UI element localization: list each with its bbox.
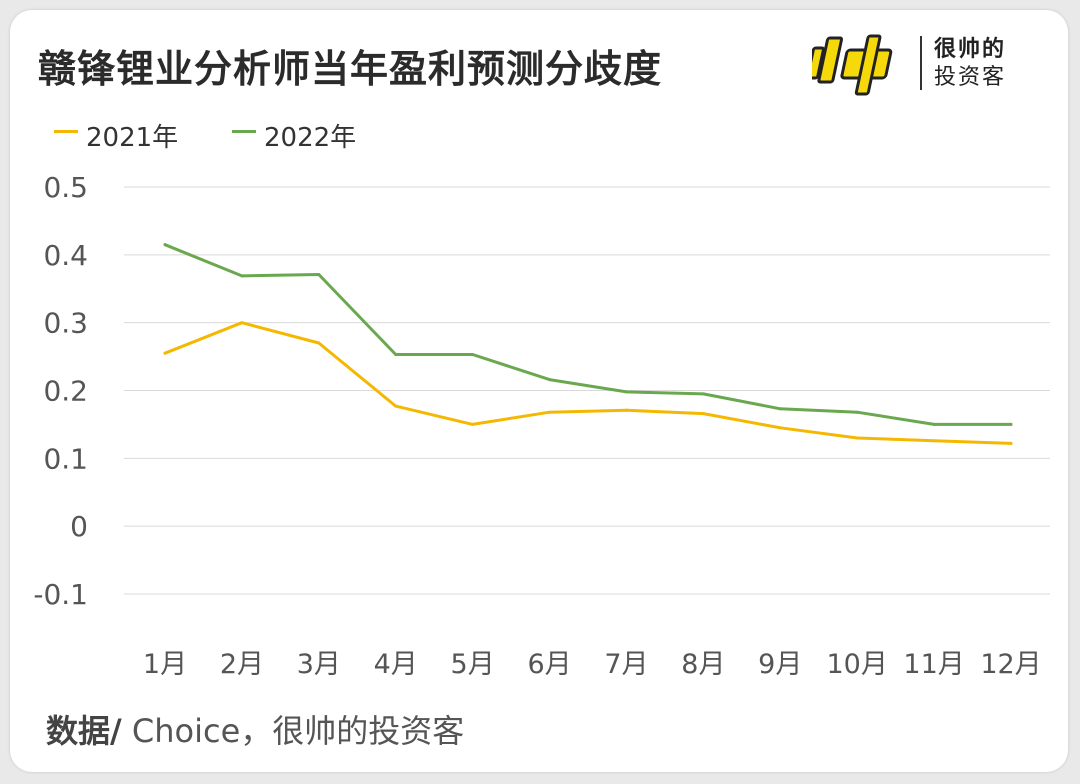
y-tick-label: 0.5 [43,171,88,204]
data-point [778,426,782,430]
data-point [548,378,552,382]
x-tick-label: 2月 [220,649,264,680]
x-tick-label: 9月 [758,649,802,680]
brand-logo: 很帅的 投资客 [806,28,1042,100]
shuai-logo-icon [806,34,893,96]
data-point [932,439,936,443]
x-tick-label: 12月 [980,649,1041,680]
data-point [778,407,782,411]
x-tick-label: 11月 [903,649,964,680]
data-point [855,436,859,440]
x-tick-label: 7月 [604,649,648,680]
legend-label-2021: 2021年 [86,123,179,153]
source-label: 数据/ [46,712,122,750]
data-point [624,408,628,412]
x-tick-label: 5月 [451,649,495,680]
data-point [471,353,475,357]
data-point [394,353,398,357]
x-tick-label: 4月 [374,649,418,680]
data-point [624,390,628,394]
logo-line-1: 很帅的 [934,37,1007,62]
legend-swatch-2021 [54,130,78,133]
y-tick-label: 0.4 [43,239,88,272]
line-chart: 0.5 0.4 0.3 0.2 0.1 0 -0.1 1月 2月 3月 4月 5月 6月 7月 8月 9月 10… [33,171,1050,680]
legend-label-2022: 2022年 [264,123,357,153]
data-point [163,351,167,355]
x-tick-label: 1月 [143,649,187,680]
data-point [932,422,936,426]
y-tick-label: -0.1 [33,578,88,611]
data-source: 数据/ Choice，很帅的投资客 [46,706,464,752]
data-point [394,404,398,408]
data-point [701,412,705,416]
x-tick-label: 3月 [297,649,341,680]
logo-text: 很帅的 投资客 [934,36,1006,92]
y-tick-label: 0.3 [43,307,88,340]
chart-title: 赣锋锂业分析师当年盈利预测分歧度 [38,47,663,91]
x-tick-label: 10月 [827,649,888,680]
logo-divider [920,36,922,90]
data-point [317,341,321,345]
data-point [1009,441,1013,445]
data-point [855,410,859,414]
data-point [240,274,244,278]
series-line-2021 [163,321,1013,445]
y-tick-label: 0.2 [43,375,88,408]
y-tick-label: 0 [70,510,88,543]
data-point [1009,422,1013,426]
data-point [548,410,552,414]
data-point [471,422,475,426]
series-line-2022 [163,243,1013,426]
source-text: Choice，很帅的投资客 [121,712,465,750]
data-point [163,243,167,247]
legend-swatch-2022 [232,130,256,133]
data-point [240,321,244,325]
x-tick-label: 8月 [681,649,725,680]
data-point [701,392,705,396]
logo-line-2: 投资客 [934,65,1007,90]
data-point [317,273,321,277]
y-tick-label: 0.1 [43,442,88,475]
x-tick-label: 6月 [527,649,571,680]
